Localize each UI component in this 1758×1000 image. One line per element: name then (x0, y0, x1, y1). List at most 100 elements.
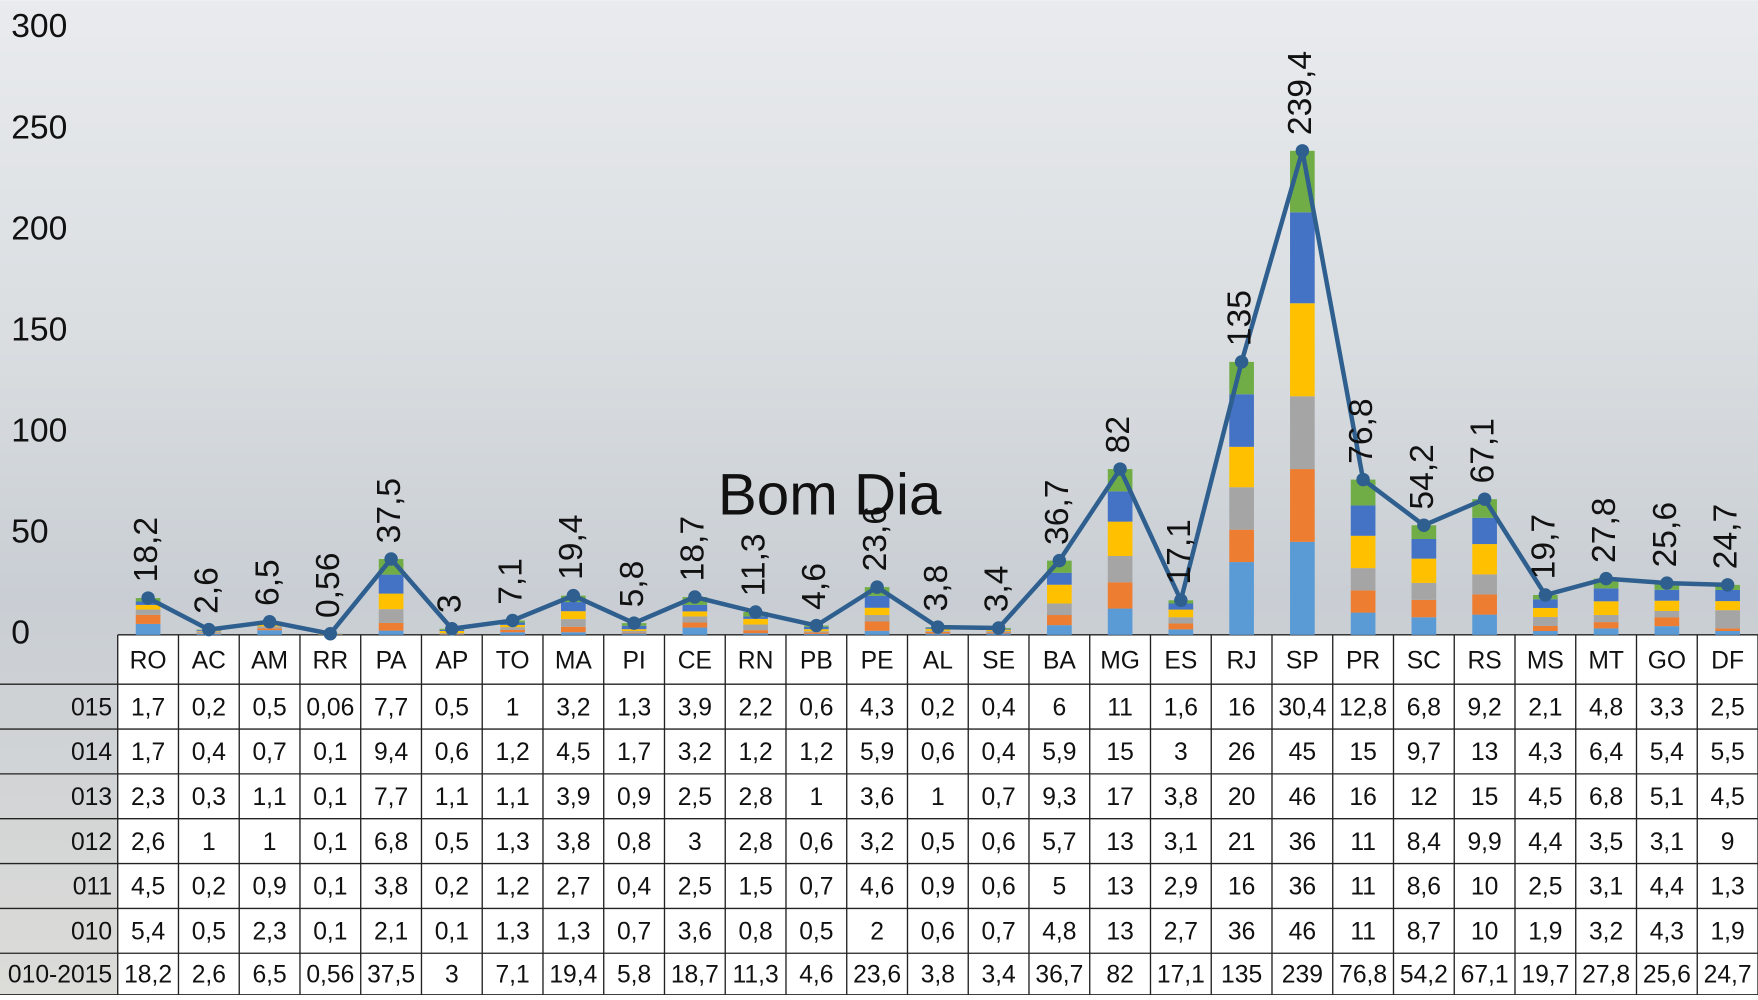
bar-segment (500, 627, 525, 630)
table-cell: 45 (1289, 739, 1316, 766)
bar-segment (1290, 542, 1315, 635)
y-tick-label: 100 (11, 413, 67, 450)
table-cell: 0,7 (617, 919, 651, 946)
bar-segment (1108, 491, 1133, 521)
data-label: 24,7 (1708, 504, 1745, 569)
column-header: TO (496, 647, 530, 674)
bar-segment (683, 605, 708, 611)
line-marker (324, 627, 337, 640)
table-cell: 5,1 (1650, 784, 1684, 811)
bar-segment (1533, 626, 1558, 631)
table-cell: 1,1 (252, 784, 286, 811)
bar-segment (1655, 626, 1680, 635)
table-cell: 5,7 (1042, 829, 1076, 856)
bar-segment (1533, 617, 1558, 626)
table-cell: 15 (1471, 784, 1498, 811)
table-cell: 239 (1282, 962, 1323, 989)
y-tick-label: 300 (11, 8, 67, 45)
bar-segment (743, 625, 768, 631)
table-cell: 7,7 (374, 784, 408, 811)
table-cell: 1,1 (435, 784, 469, 811)
line-marker (384, 552, 397, 565)
bar-segment (1290, 469, 1315, 542)
data-label: 36,7 (1039, 479, 1076, 544)
table-cell: 1,5 (738, 874, 772, 901)
table-cell: 1 (931, 784, 945, 811)
line-marker (1478, 492, 1491, 505)
data-label: 19,4 (553, 514, 590, 579)
table-cell: 3,2 (678, 739, 712, 766)
y-tick-label: 200 (11, 210, 67, 247)
bar-segment (743, 630, 768, 633)
column-header: AM (251, 647, 288, 674)
table-cell: 8,6 (1407, 874, 1441, 901)
table-cell: 1,3 (495, 829, 529, 856)
table-cell: 15 (1106, 739, 1133, 766)
table-cell: 4,3 (1650, 919, 1684, 946)
bar-segment (561, 602, 586, 611)
table-cell: 2,3 (131, 784, 165, 811)
data-label: 54,2 (1404, 444, 1441, 509)
column-header: RS (1467, 647, 1501, 674)
bar-segment (500, 632, 525, 635)
table-cell: 13 (1106, 919, 1133, 946)
table-cell: 1,2 (799, 739, 833, 766)
table-cell: 0,5 (435, 694, 469, 721)
table-cell: 5,4 (1650, 739, 1684, 766)
bar-segment (1655, 617, 1680, 626)
table-cell: 4,3 (860, 694, 894, 721)
table-cell: 6,8 (1407, 694, 1441, 721)
bar-segment (1229, 530, 1254, 562)
bar-segment (1108, 556, 1133, 582)
table-cell: 2,9 (1164, 874, 1198, 901)
data-label: 11,3 (735, 533, 772, 596)
table-cell: 8,7 (1407, 919, 1441, 946)
table-cell: 3,5 (1589, 829, 1623, 856)
table-cell: 18,7 (671, 962, 719, 989)
table-cell: 0,1 (435, 919, 469, 946)
table-cell: 2,2 (738, 694, 772, 721)
table-cell: 2,5 (678, 784, 712, 811)
table-cell: 4,5 (1528, 784, 1562, 811)
table-cell: 0,4 (192, 739, 226, 766)
table-cell: 0,5 (252, 694, 286, 721)
column-header: SE (982, 647, 1015, 674)
table-cell: 0,9 (921, 874, 955, 901)
table-cell: 54,2 (1400, 962, 1448, 989)
column-header: MG (1100, 647, 1140, 674)
table-cell: 0,9 (617, 784, 651, 811)
bar-segment (865, 596, 890, 608)
bar-segment (1290, 396, 1315, 469)
table-cell: 0,2 (435, 874, 469, 901)
table-cell: 1,3 (495, 919, 529, 946)
table-cell: 3 (1174, 739, 1188, 766)
y-tick-label: 150 (11, 311, 67, 348)
bar-segment (1047, 604, 1072, 616)
y-tick-label: 50 (11, 514, 48, 551)
bar-segment (1351, 613, 1376, 635)
bar-segment (379, 623, 404, 631)
bar-segment (1533, 631, 1558, 635)
table-cell: 5,8 (617, 962, 651, 989)
bar-segment (683, 623, 708, 628)
table-cell: 0,8 (617, 829, 651, 856)
table-cell: 3,8 (556, 829, 590, 856)
table-cell: 4,8 (1042, 919, 1076, 946)
table-cell: 18,2 (124, 962, 172, 989)
line-marker (506, 614, 519, 627)
bar-segment (561, 627, 586, 632)
table-cell: 1 (506, 694, 520, 721)
line-marker (1296, 144, 1309, 157)
line-marker (1660, 576, 1673, 589)
line-marker (749, 605, 762, 618)
table-cell: 9,2 (1467, 694, 1501, 721)
bar-segment (379, 575, 404, 594)
bar-segment (1594, 628, 1619, 634)
table-cell: 11 (1350, 919, 1376, 946)
column-header: PE (861, 647, 894, 674)
table-cell: 1,2 (738, 739, 772, 766)
bar-segment (683, 616, 708, 622)
table-cell: 4,8 (1589, 694, 1623, 721)
table-cell: 0,1 (313, 784, 347, 811)
table-cell: 9,7 (1407, 739, 1441, 766)
